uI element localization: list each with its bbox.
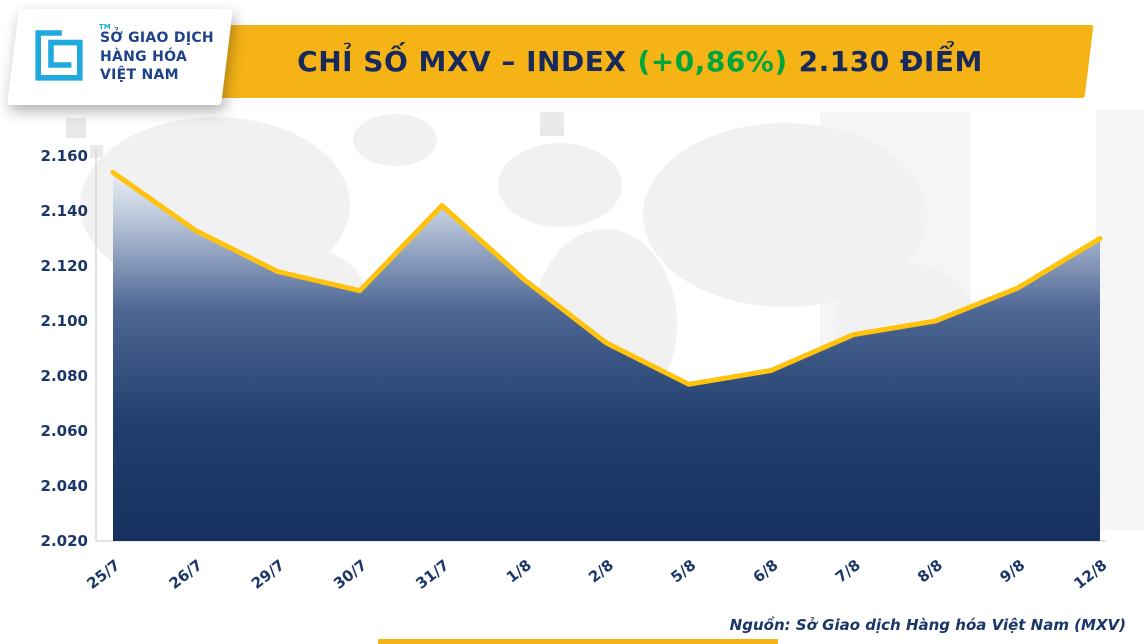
x-axis-label: 9/8 xyxy=(996,556,1028,586)
x-axis-label: 1/8 xyxy=(503,556,535,586)
y-axis-label: 2.100 xyxy=(41,312,88,330)
y-axis-label: 2.120 xyxy=(41,257,88,275)
logo-line-2: HÀNG HÓA xyxy=(100,48,188,65)
x-axis-labels: 25/7 26/7 29/7 30/7 31/7 1/8 2/8 5/8 6/8 7/8 8/8 9/… xyxy=(83,556,1110,593)
mxv-logo-mark-icon xyxy=(35,30,83,81)
mxv-logo: TM SỞ GIAO DỊCH HÀNG HÓA VIỆT NAM xyxy=(7,9,233,105)
title-change-badge: (+0,86%) xyxy=(637,45,788,78)
y-axis-label: 2.040 xyxy=(41,477,88,495)
y-axis-label: 2.160 xyxy=(41,147,88,165)
x-axis-label: 26/7 xyxy=(166,556,206,593)
y-axis-label: 2.060 xyxy=(41,422,88,440)
x-axis-label: 5/8 xyxy=(667,556,699,586)
mxv-logo-inner: TM SỞ GIAO DỊCH HÀNG HÓA VIỆT NAM xyxy=(13,9,227,105)
title-value: 2.130 ĐIỂM xyxy=(798,45,983,78)
title-main: CHỈ SỐ MXV – INDEX xyxy=(297,45,627,78)
trademark-symbol: TM xyxy=(99,23,111,31)
area-fill xyxy=(113,172,1100,541)
x-axis-label: 12/8 xyxy=(1070,556,1110,593)
x-axis-label: 8/8 xyxy=(914,556,946,586)
y-axis-label: 2.140 xyxy=(41,202,88,220)
x-axis-label: 7/8 xyxy=(832,556,864,586)
chart-title: CHỈ SỐ MXV – INDEX (+0,86%) 2.130 ĐIỂM xyxy=(200,25,1080,98)
index-line xyxy=(110,170,1103,387)
y-axis-label: 2.020 xyxy=(41,532,88,550)
y-axis-labels: 2.160 2.140 2.120 2.100 2.080 2.060 2.040 2.020 xyxy=(41,147,88,550)
x-axis-label: 30/7 xyxy=(330,556,370,593)
x-axis-label: 2/8 xyxy=(585,556,617,586)
x-axis-label: 6/8 xyxy=(750,556,782,586)
source-credit: Nguồn: Sở Giao dịch Hàng hóa Việt Nam (M… xyxy=(729,616,1126,634)
x-axis-label: 31/7 xyxy=(412,556,452,593)
x-axis-label: 25/7 xyxy=(83,556,123,593)
logo-line-3: VIỆT NAM xyxy=(100,67,179,84)
x-axis-label: 29/7 xyxy=(248,556,288,593)
bottom-accent-bar xyxy=(378,639,778,644)
y-axis-label: 2.080 xyxy=(41,367,88,385)
logo-line-1: SỞ GIAO DỊCH xyxy=(100,29,214,46)
mxv-logo-text: SỞ GIAO DỊCH HÀNG HÓA VIỆT NAM xyxy=(100,29,214,86)
